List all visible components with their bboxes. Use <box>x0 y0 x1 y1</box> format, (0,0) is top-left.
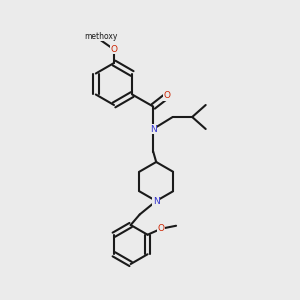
Text: O: O <box>110 45 118 54</box>
Text: O: O <box>163 92 170 100</box>
Text: O: O <box>158 224 165 233</box>
Text: methoxy: methoxy <box>98 36 105 37</box>
Text: methoxy: methoxy <box>84 32 117 40</box>
Text: N: N <box>150 124 157 134</box>
Text: N: N <box>153 196 160 206</box>
